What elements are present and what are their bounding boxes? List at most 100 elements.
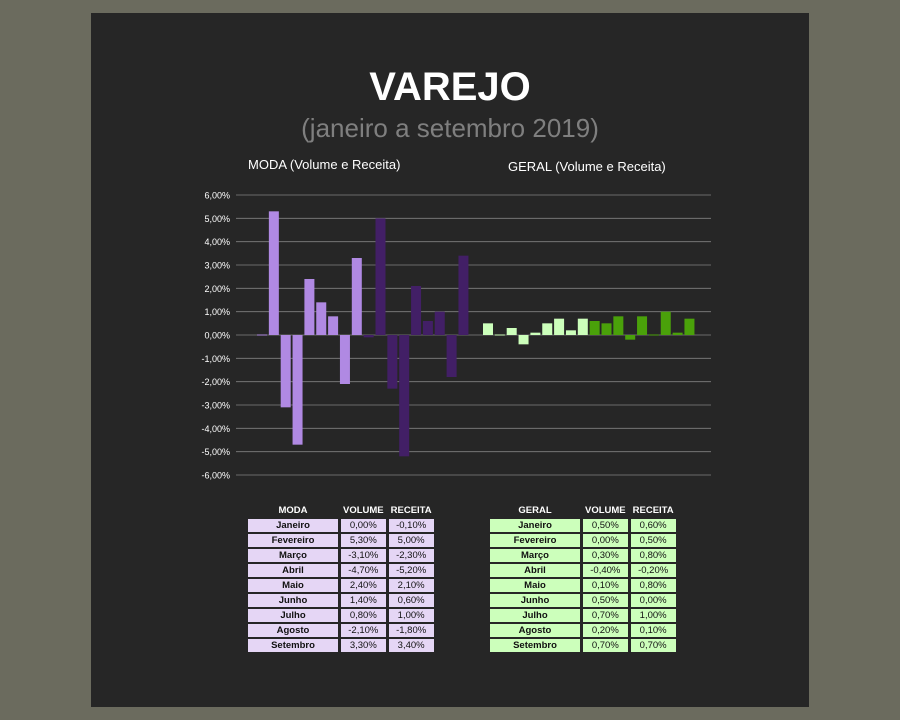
moda-table-row: Setembro 3,30% 3,40% <box>248 639 434 652</box>
moda-table-cell: -2,10% <box>341 624 386 637</box>
moda-table-row: Agosto -2,10% -1,80% <box>248 624 434 637</box>
geral-table-cell: -0,40% <box>583 564 628 577</box>
y-tick-label: -1,00% <box>201 354 230 364</box>
moda-table-header-cell: MODA <box>278 505 308 516</box>
y-tick-label: -3,00% <box>201 401 230 411</box>
moda-volume-bar <box>339 335 350 384</box>
geral-table-cell: Setembro <box>490 639 580 652</box>
geral-table-header-row: GERAL VOLUME RECEITA <box>490 504 676 517</box>
moda-table-cell: 0,60% <box>388 594 434 607</box>
moda-table-cell: Setembro <box>248 639 338 652</box>
geral-table-cell: 0,50% <box>583 519 628 532</box>
moda-receita-bar <box>399 335 410 457</box>
moda-table-cell: 2,10% <box>388 579 434 592</box>
moda-table-row: Junho 1,40% 0,60% <box>248 594 434 607</box>
moda-table-cell: -4,70% <box>341 564 386 577</box>
geral-receita-bar <box>637 316 648 335</box>
moda-table-cell: 0,80% <box>341 609 386 622</box>
geral-table-row: Junho 0,50% 0,00% <box>490 594 676 607</box>
moda-volume-bar <box>257 334 267 336</box>
geral-table-cell: 0,30% <box>583 549 628 562</box>
geral-receita-bar <box>648 334 659 336</box>
y-tick-label: -6,00% <box>201 471 230 481</box>
moda-volume-bar <box>292 335 303 445</box>
geral-table-cell: 0,60% <box>630 519 676 532</box>
moda-chart-label: MODA (Volume e Receita) <box>248 157 401 172</box>
geral-table-cell: Março <box>490 549 580 562</box>
moda-table-body: Janeiro 0,00% -0,10% Fevereiro 5,30% 5,00% Mar… <box>248 519 434 652</box>
y-tick-label: 1,00% <box>204 307 230 317</box>
moda-table-cell: Março <box>248 549 338 562</box>
y-tick-label: 3,00% <box>204 261 230 271</box>
geral-table-cell: 0,50% <box>583 594 628 607</box>
moda-table-cell: 3,40% <box>388 639 434 652</box>
geral-table-row: Agosto 0,20% 0,10% <box>490 624 676 637</box>
moda-volume-bar <box>351 258 362 335</box>
geral-table-cell: 0,80% <box>630 549 676 562</box>
geral-receita-bar <box>601 323 612 335</box>
geral-table-cell: Maio <box>490 579 580 592</box>
geral-table-cell: 0,70% <box>583 639 628 652</box>
moda-table-row: Fevereiro 5,30% 5,00% <box>248 534 434 547</box>
geral-volume-bar <box>506 328 517 335</box>
moda-table-cell: Maio <box>248 579 338 592</box>
geral-table-row: Setembro 0,70% 0,70% <box>490 639 676 652</box>
geral-volume-bar <box>577 318 588 335</box>
y-tick-label: 6,00% <box>204 191 230 201</box>
geral-table-cell: Abril <box>490 564 580 577</box>
moda-table-cell: 2,40% <box>341 579 386 592</box>
moda-table-cell: -5,20% <box>388 564 434 577</box>
geral-volume-bar <box>518 335 529 345</box>
y-tick-label: -5,00% <box>201 447 230 457</box>
moda-table: MODA VOLUME RECEITA Janeiro 0,00% -0,10% Feve… <box>245 502 437 654</box>
moda-receita-bar <box>446 335 457 377</box>
y-tick-label: 2,00% <box>204 284 230 294</box>
moda-table-row: Março -3,10% -2,30% <box>248 549 434 562</box>
geral-table-cell: Junho <box>490 594 580 607</box>
geral-volume-bar <box>483 323 493 335</box>
moda-table-cell: -0,10% <box>388 519 434 532</box>
geral-table-cell: 0,00% <box>630 594 676 607</box>
moda-table-cell: 1,00% <box>388 609 434 622</box>
moda-receita-bar <box>375 218 386 335</box>
moda-table-cell: -3,10% <box>341 549 386 562</box>
moda-table-cell: Fevereiro <box>248 534 338 547</box>
geral-volume-bar <box>530 332 541 335</box>
geral-table-header-cell: GERAL <box>518 505 552 516</box>
geral-table-cell: 1,00% <box>630 609 676 622</box>
geral-volume-bar <box>494 334 505 336</box>
geral-table-cell: 0,70% <box>630 639 676 652</box>
moda-table-cell: -2,30% <box>388 549 434 562</box>
moda-table-cell: 3,30% <box>341 639 386 652</box>
moda-table-cell: -1,80% <box>388 624 434 637</box>
y-tick-label: 5,00% <box>204 214 230 224</box>
moda-table-cell: Agosto <box>248 624 338 637</box>
moda-volume-bar <box>268 211 279 335</box>
moda-table-row: Janeiro 0,00% -0,10% <box>248 519 434 532</box>
moda-table-cell: Abril <box>248 564 338 577</box>
moda-table-cell: Julho <box>248 609 338 622</box>
geral-receita-bar <box>660 311 671 335</box>
geral-table-row: Janeiro 0,50% 0,60% <box>490 519 676 532</box>
geral-table-cell: Fevereiro <box>490 534 580 547</box>
geral-table-row: Março 0,30% 0,80% <box>490 549 676 562</box>
y-tick-label: 0,00% <box>204 331 230 341</box>
geral-table-cell: -0,20% <box>630 564 676 577</box>
geral-table-cell: 0,10% <box>630 624 676 637</box>
moda-receita-bar <box>411 286 422 335</box>
geral-receita-bar <box>589 321 600 335</box>
moda-table-cell: 0,00% <box>341 519 386 532</box>
geral-table-cell: 0,00% <box>583 534 628 547</box>
geral-table-cell: 0,20% <box>583 624 628 637</box>
moda-receita-bar <box>363 335 374 338</box>
geral-table-cell: 0,10% <box>583 579 628 592</box>
geral-table-row: Maio 0,10% 0,80% <box>490 579 676 592</box>
geral-volume-bar <box>554 318 565 335</box>
page-subtitle: (janeiro a setembro 2019) <box>301 113 599 143</box>
geral-receita-bar <box>672 332 683 335</box>
y-tick-label: -2,00% <box>201 377 230 387</box>
geral-chart-label: GERAL (Volume e Receita) <box>508 159 666 174</box>
geral-receita-bar <box>625 335 636 340</box>
page-title: VAREJO <box>369 65 531 109</box>
